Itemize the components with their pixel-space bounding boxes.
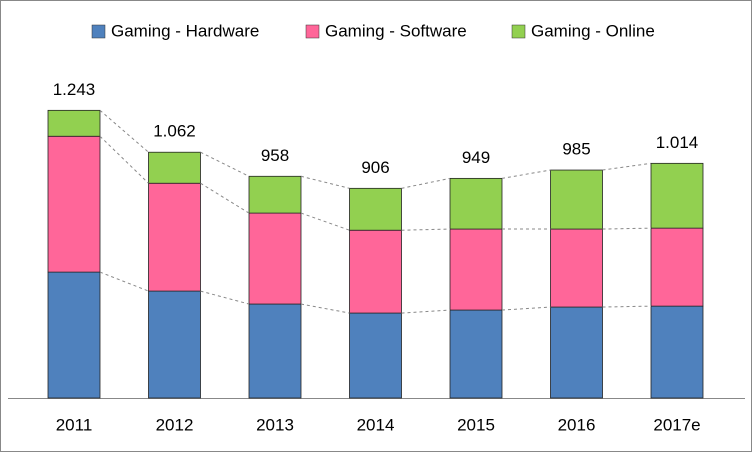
bar-segment: [349, 229, 402, 314]
legend-label: Gaming - Online: [531, 21, 655, 40]
bar-segment: [550, 228, 603, 308]
connector-line: [401, 228, 451, 231]
bar-segment: [248, 175, 302, 214]
bar-segment: [650, 227, 704, 307]
bar-segment: [650, 305, 704, 399]
connector-line: [99, 109, 149, 153]
bar-segment: [349, 312, 402, 399]
legend-swatch: [305, 24, 320, 39]
x-tick-label: 2013: [256, 415, 294, 434]
bar-segment: [148, 151, 201, 184]
connector-line: [501, 169, 551, 179]
legend-swatch: [511, 24, 526, 39]
total-label: 958: [261, 146, 289, 165]
bar-segment: [449, 177, 503, 230]
total-label: 1.062: [153, 122, 196, 141]
connector-line: [300, 175, 350, 189]
connector-line: [300, 303, 350, 314]
legend-swatch: [91, 24, 106, 39]
bar-segment: [148, 290, 201, 399]
connector-line: [99, 135, 149, 184]
total-label: 906: [361, 158, 389, 177]
x-tick-label: 2014: [357, 415, 395, 434]
total-label: 985: [562, 140, 590, 159]
bar-segment: [349, 187, 402, 231]
bar-segment: [47, 109, 101, 137]
bar-segment: [148, 182, 201, 292]
bar-segment: [650, 162, 704, 229]
x-tick-label: 2017e: [653, 415, 700, 434]
bar-segment: [248, 303, 302, 399]
bar-segment: [550, 306, 603, 399]
x-tick-label: 2012: [156, 415, 194, 434]
connector-line: [401, 177, 451, 189]
bar-segment: [449, 309, 503, 399]
total-label: 949: [462, 148, 490, 167]
bar-segment: [550, 169, 603, 230]
connector-line: [401, 309, 451, 314]
connector-line: [501, 306, 551, 311]
bar-segment: [47, 271, 101, 399]
connector-line: [99, 271, 149, 292]
x-tick-label: 2016: [558, 415, 596, 434]
x-tick-label: 2015: [457, 415, 495, 434]
connector-line: [602, 305, 652, 308]
connector-line: [602, 227, 652, 230]
bar-segment: [248, 212, 302, 305]
bar-segment: [47, 135, 101, 273]
legend-label: Gaming - Hardware: [111, 21, 259, 40]
bar-segment: [449, 228, 503, 311]
connector-line: [200, 290, 250, 305]
legend-label: Gaming - Software: [325, 21, 467, 40]
connector-line: [300, 212, 350, 231]
total-label: 1.243: [53, 80, 96, 99]
connector-line: [602, 162, 652, 171]
x-tick-label: 2011: [56, 415, 93, 434]
total-label: 1.014: [656, 133, 699, 152]
